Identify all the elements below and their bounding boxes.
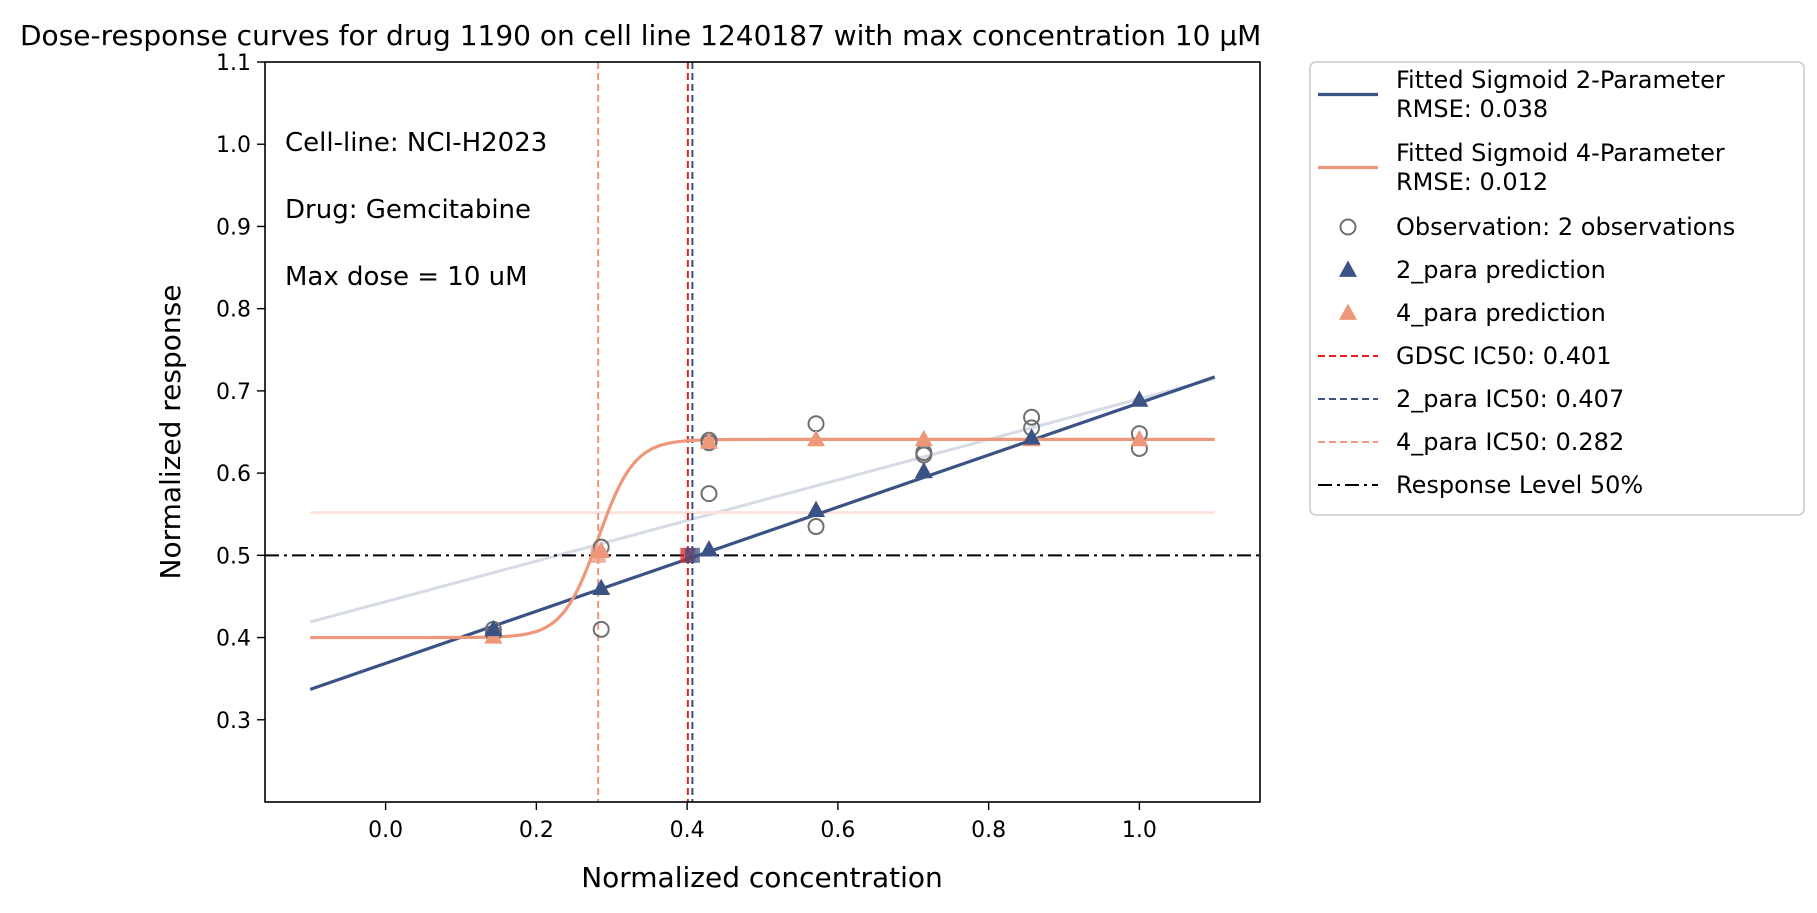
x-tick-label: 0.8 — [971, 818, 1006, 843]
prediction-2-para-point — [806, 500, 826, 517]
y-axis-title: Normalized response — [154, 285, 187, 580]
x-tick-label: 0.4 — [670, 818, 705, 843]
observation-point — [592, 620, 610, 638]
prediction-2-para-point — [484, 619, 503, 637]
prediction-2-para-point — [1130, 390, 1149, 407]
x-tick-label: 1.0 — [1122, 818, 1157, 843]
annotations: Cell-line: NCI-H2023 Drug: Gemcitabine M… — [285, 128, 547, 292]
prediction-2-para-point — [699, 540, 719, 557]
legend-item: 2_para IC50: 0.407 — [1318, 385, 1624, 413]
y-tick-label: 1.1 — [216, 51, 251, 76]
legend-triangle-swatch — [1338, 303, 1358, 320]
prediction-4-para-point — [592, 541, 611, 559]
observation-point — [807, 518, 825, 536]
y-tick-label: 0.6 — [216, 462, 251, 487]
legend-label: 2_para prediction — [1396, 256, 1606, 284]
y-tick-label: 0.9 — [216, 215, 251, 240]
observation-point — [1023, 408, 1041, 426]
legend-item: 4_para IC50: 0.282 — [1318, 428, 1624, 456]
y-tick-label: 0.4 — [216, 627, 251, 652]
prediction-4-para-point — [1130, 429, 1149, 447]
y-tick-label: 1.0 — [216, 133, 251, 158]
legend-item: 2_para prediction — [1338, 256, 1606, 284]
legend-label: 4_para prediction — [1396, 299, 1606, 327]
x-axis-title: Normalized concentration — [581, 861, 943, 894]
prediction-4-para-point — [806, 429, 826, 447]
legend-label: 2_para IC50: 0.407 — [1396, 385, 1624, 413]
plot-frame — [264, 61, 1261, 803]
legend-label: GDSC IC50: 0.401 — [1396, 342, 1612, 370]
legend-label: 4_para IC50: 0.282 — [1396, 428, 1624, 456]
prediction-2-para-point — [592, 578, 611, 596]
y-tick-label: 0.3 — [216, 709, 251, 734]
legend-frame — [1309, 61, 1805, 516]
legend-label-rmse: RMSE: 0.038 — [1396, 95, 1548, 123]
y-tick-label: 0.8 — [216, 298, 251, 323]
legend-item: 4_para prediction — [1338, 299, 1606, 327]
prediction-4-para-point — [699, 432, 719, 449]
annotation-cell-line: Cell-line: NCI-H2023 — [285, 128, 547, 158]
observation-point — [807, 415, 825, 433]
y-tick-label: 0.7 — [216, 380, 251, 405]
prediction-2-para-point — [1022, 428, 1041, 445]
ic50-point-marker — [684, 547, 700, 563]
legend-triangle-swatch — [1338, 260, 1358, 277]
x-tick-label: 0.6 — [820, 818, 855, 843]
legend-item: Observation: 2 observations — [1339, 213, 1735, 241]
legend-label-rmse: RMSE: 0.012 — [1396, 168, 1548, 196]
fitted-sigmoid-4-curve — [310, 437, 1215, 640]
fitted-sigmoid-2-line — [309, 375, 1216, 691]
x-tick-label: 0.2 — [519, 818, 554, 843]
background-line-0 — [309, 377, 1216, 624]
prediction-2-para-point — [914, 461, 933, 479]
prediction-4-para-point — [914, 429, 933, 447]
plot-area — [265, 62, 1260, 802]
legend-item: Response Level 50% — [1318, 471, 1643, 499]
annotation-drug: Drug: Gemcitabine — [285, 195, 531, 225]
annotation-max-dose: Max dose = 10 uM — [285, 262, 528, 292]
legend-item: GDSC IC50: 0.401 — [1318, 342, 1612, 370]
y-tick-label: 0.5 — [216, 544, 251, 569]
legend-circle-swatch — [1339, 218, 1357, 236]
legend-label: Observation: 2 observations — [1396, 213, 1735, 241]
legend-label: Fitted Sigmoid 4-Parameter — [1396, 139, 1725, 167]
x-tick-label: 0.0 — [368, 818, 403, 843]
x-axis: 0.0 0.2 0.4 0.6 0.8 1.0 — [368, 802, 1157, 843]
legend-label: Fitted Sigmoid 2-Parameter — [1396, 66, 1725, 94]
observation-point — [700, 485, 718, 503]
legend-label: Response Level 50% — [1396, 471, 1643, 499]
y-axis: 0.3 0.4 0.5 0.6 0.7 0.8 0.9 1.0 1.1 — [216, 51, 265, 734]
chart-title: Dose-response curves for drug 1190 on ce… — [20, 19, 1261, 52]
